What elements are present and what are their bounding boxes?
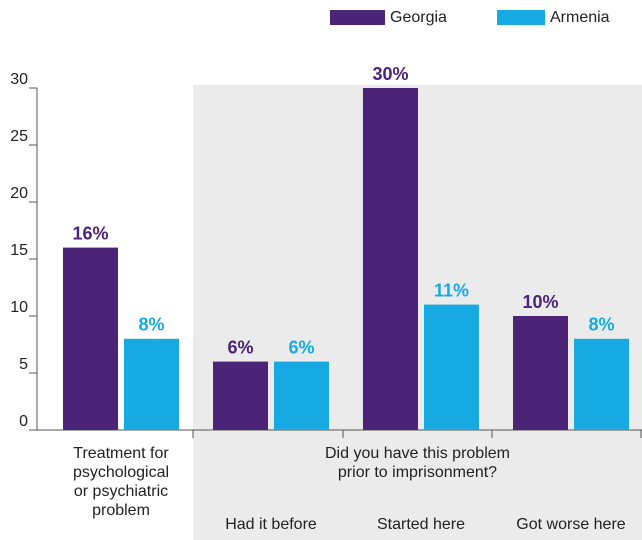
y-tick-label: 0	[19, 413, 28, 430]
bar	[574, 338, 629, 430]
x-tick-label: Got worse here	[516, 516, 626, 533]
bar	[274, 361, 329, 430]
value-label: 10%	[522, 292, 558, 312]
y-tick-label: 30	[10, 71, 28, 88]
y-tick-label: 5	[19, 356, 28, 373]
value-label: 8%	[138, 315, 164, 335]
value-label: 30%	[372, 64, 408, 84]
y-tick-label: 25	[10, 128, 28, 145]
bar	[513, 316, 568, 430]
y-tick-label: 15	[10, 242, 28, 259]
value-label: 6%	[227, 337, 253, 357]
value-label: 6%	[288, 337, 314, 357]
legend-label: Armenia	[550, 9, 610, 26]
bar	[124, 338, 179, 430]
legend-swatch	[497, 10, 545, 25]
value-label: 8%	[588, 315, 614, 335]
y-tick-label: 20	[10, 185, 28, 202]
bar	[424, 304, 479, 430]
legend-label: Georgia	[390, 9, 447, 26]
bar	[63, 247, 118, 430]
y-tick-label: 10	[10, 299, 28, 316]
x-tick-label: Started here	[376, 516, 466, 533]
bar	[363, 88, 418, 430]
value-label: 16%	[72, 223, 108, 243]
bar	[213, 361, 268, 430]
x-tick-label: Had it before	[225, 516, 317, 533]
x-tick-label: Treatment for psychological or psychiatr…	[72, 445, 170, 519]
legend-swatch	[330, 10, 385, 25]
group-label: Did you have this problem prior to impri…	[325, 445, 510, 481]
value-label: 11%	[434, 280, 469, 300]
